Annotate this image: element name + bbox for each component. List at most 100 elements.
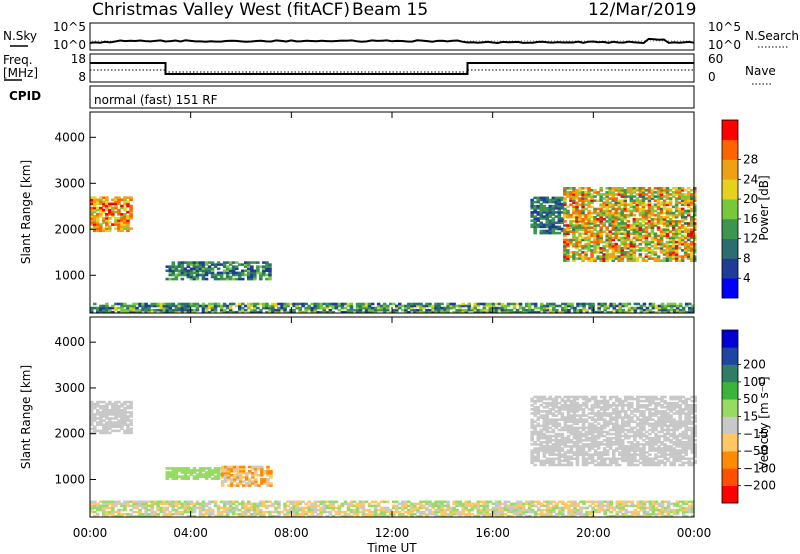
power-cell	[687, 201, 691, 205]
velocity-cell	[572, 406, 577, 409]
power-cell	[621, 304, 626, 308]
power-cell	[90, 219, 94, 222]
power-cell	[563, 224, 567, 227]
power-cell	[608, 238, 612, 242]
power-cell	[485, 302, 490, 306]
velocity-cell	[114, 409, 118, 412]
velocity-cell	[539, 443, 544, 446]
velocity-cell	[630, 441, 634, 444]
power-cell	[316, 302, 321, 306]
velocity-cell	[660, 399, 664, 403]
power-cell	[569, 191, 573, 194]
power-cell	[548, 229, 553, 233]
frequency-tick-bottom: 8	[78, 70, 86, 84]
power-cell	[656, 189, 661, 192]
power-cell	[578, 199, 582, 202]
velocity-cell	[183, 502, 188, 506]
velocity-cell	[627, 397, 631, 401]
power-cell	[325, 310, 330, 314]
velocity-cell	[669, 447, 673, 450]
power-cell	[668, 201, 673, 205]
velocity-cell	[346, 506, 351, 510]
velocity-cell	[379, 512, 384, 516]
velocity-cell	[551, 453, 556, 456]
velocity-cell	[159, 500, 164, 504]
velocity-cell	[678, 418, 682, 421]
power-cell	[599, 211, 603, 215]
velocity-cell	[666, 439, 670, 442]
power-cell	[129, 306, 133, 310]
power-cell	[271, 308, 275, 312]
velocity-cell	[422, 510, 426, 514]
velocity-cell	[615, 406, 619, 409]
power-cell	[581, 201, 585, 205]
velocity-cell	[560, 443, 565, 446]
power-cell	[180, 277, 185, 281]
power-cell	[530, 215, 534, 218]
power-cell	[623, 201, 628, 205]
velocity-cell	[162, 500, 167, 504]
power-cell	[644, 259, 649, 262]
velocity-cell	[105, 402, 109, 406]
velocity-cell	[630, 461, 634, 465]
power-cell	[416, 310, 420, 314]
velocity-cell	[663, 463, 667, 467]
power-cell	[587, 230, 591, 233]
velocity-cell	[660, 406, 664, 409]
power-cell	[599, 195, 603, 198]
velocity-cell	[575, 434, 580, 438]
velocity-cell	[642, 463, 646, 467]
velocity-cell	[183, 500, 188, 504]
velocity-cell	[666, 416, 670, 419]
power-cell	[543, 304, 547, 308]
power-cell	[680, 249, 685, 252]
power-cell	[690, 251, 694, 254]
power-cell	[449, 306, 453, 310]
power-cell	[539, 198, 544, 202]
velocity-cell	[189, 508, 194, 512]
velocity-cell	[262, 510, 266, 514]
power-cell	[662, 191, 667, 194]
power-cell	[668, 247, 673, 250]
velocity-cell	[660, 459, 664, 463]
velocity-cell	[630, 434, 634, 438]
power-cell	[657, 306, 662, 310]
velocity-cell	[545, 397, 550, 401]
noise-search-label: N.Search	[745, 29, 799, 43]
power-cell	[584, 228, 588, 231]
power-cell	[623, 242, 628, 246]
velocity-cell	[548, 420, 553, 423]
velocity-cell	[539, 395, 544, 399]
power-cell	[614, 215, 619, 219]
velocity-cell	[340, 514, 345, 518]
velocity-cell	[654, 461, 658, 465]
velocity-cell	[105, 423, 109, 426]
velocity-cell	[114, 510, 118, 514]
velocity-cell	[554, 420, 559, 423]
velocity-cell	[156, 502, 160, 506]
power-cell	[629, 195, 634, 198]
velocity-cell	[171, 469, 176, 472]
power-cell	[123, 308, 127, 312]
power-cell	[551, 227, 556, 231]
velocity-cell	[533, 420, 537, 423]
velocity-cell	[636, 401, 640, 405]
velocity-cell	[431, 504, 435, 508]
velocity-cell	[259, 500, 263, 504]
velocity-cell	[581, 397, 586, 401]
velocity-cell	[235, 508, 239, 512]
power-cell	[135, 308, 139, 312]
velocity-cell	[648, 424, 652, 428]
power-cell	[183, 306, 188, 310]
power-cell	[126, 204, 130, 208]
power-cell	[617, 207, 622, 211]
velocity-cell	[416, 514, 420, 518]
velocity-cell	[322, 506, 327, 510]
velocity-cell	[596, 441, 601, 444]
power-cell	[632, 209, 637, 213]
power-cell	[572, 226, 576, 229]
power-cell	[566, 251, 570, 254]
velocity-cell	[117, 423, 121, 426]
velocity-cell	[322, 510, 327, 514]
power-cell	[563, 232, 567, 236]
